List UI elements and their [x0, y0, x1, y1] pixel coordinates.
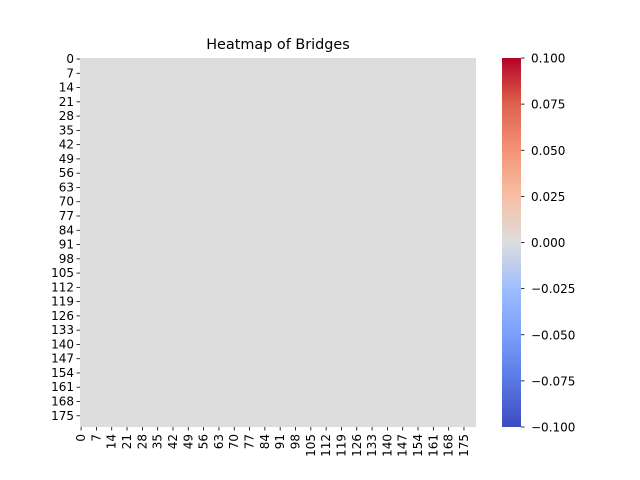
row-tick-label: 14: [59, 81, 74, 95]
row-tick-label: 35: [59, 123, 74, 137]
row-tick-label: 42: [59, 138, 74, 152]
row-tick-label: 63: [59, 180, 74, 194]
column-tick-label: 154: [411, 434, 425, 457]
column-tick-label: 98: [289, 434, 303, 449]
column-tick-label: 91: [273, 434, 287, 449]
row-tick-label: 168: [51, 395, 74, 409]
column-tick-label: 140: [380, 434, 394, 457]
row-tick-label: 133: [51, 323, 74, 337]
row-tick-label: 49: [59, 152, 74, 166]
row-tick-label: 119: [51, 295, 74, 309]
colorbar-tick-label: −0.025: [531, 282, 575, 296]
row-tick-label: 154: [51, 366, 74, 380]
row-tick-label: 175: [51, 409, 74, 423]
column-tick-label: 105: [304, 434, 318, 457]
column-tick-label: 147: [396, 434, 410, 457]
column-tick-label: 21: [120, 434, 134, 449]
column-tick-label: 35: [151, 434, 165, 449]
row-tick-label: 112: [51, 280, 74, 294]
row-tick-label: 70: [59, 195, 74, 209]
column-tick-label: 56: [197, 434, 211, 449]
row-tick-label: 7: [66, 66, 74, 80]
column-tick-label: 63: [212, 434, 226, 449]
column-tick-label: 84: [258, 434, 272, 449]
heatmap-cells: [80, 58, 476, 427]
row-tick-label: 21: [59, 95, 74, 109]
column-tick-label: 70: [227, 434, 241, 449]
colorbar-tick-label: 0.000: [531, 236, 565, 250]
column-tick-label: 168: [442, 434, 456, 457]
colorbar-tick-label: −0.075: [531, 374, 575, 388]
column-tick-label: 42: [166, 434, 180, 449]
colorbar-tick-labels: 0.100 0.075 0.050 0.025 0.000 −0.025 −0.050 −0.…: [521, 52, 575, 435]
colorbar-tick-label: 0.025: [531, 190, 565, 204]
column-tick-label: 175: [457, 434, 471, 457]
row-tick-label: 56: [59, 166, 74, 180]
row-tick-labels: 0714212835424956637077849198105112119126…: [51, 52, 80, 423]
row-tick-label: 84: [59, 223, 74, 237]
column-tick-label: 28: [135, 434, 149, 449]
column-tick-label: 14: [105, 434, 119, 449]
column-tick-label: 77: [243, 434, 257, 449]
colorbar: [502, 58, 521, 427]
row-tick-label: 105: [51, 266, 74, 280]
column-tick-label: 0: [74, 434, 88, 442]
column-tick-label: 126: [350, 434, 364, 457]
column-tick-labels: 0 7 14 21 28 35 42 49 56 63 70 77 84 91 98 105 112 119 126…: [74, 427, 471, 457]
column-tick-label: 7: [89, 434, 103, 442]
row-tick-label: 0: [66, 52, 74, 66]
column-tick-label: 161: [426, 434, 440, 457]
row-tick-label: 147: [51, 352, 74, 366]
row-tick-label: 28: [59, 109, 74, 123]
colorbar-tick-label: −0.100: [531, 421, 575, 435]
row-tick-label: 91: [59, 238, 74, 252]
column-tick-label: 49: [181, 434, 195, 449]
row-tick-label: 161: [51, 380, 74, 394]
column-tick-label: 112: [319, 434, 333, 457]
row-tick-label: 126: [51, 309, 74, 323]
colorbar-tick-label: 0.075: [531, 98, 565, 112]
chart-title: Heatmap of Bridges: [206, 37, 350, 53]
colorbar-tick-label: −0.050: [531, 328, 575, 342]
colorbar-tick-label: 0.100: [531, 52, 565, 66]
colorbar-tick-label: 0.050: [531, 144, 565, 158]
row-tick-label: 98: [59, 252, 74, 266]
row-tick-label: 77: [59, 209, 74, 223]
column-tick-label: 119: [334, 434, 348, 457]
row-tick-label: 140: [51, 337, 74, 351]
column-tick-label: 133: [365, 434, 379, 457]
